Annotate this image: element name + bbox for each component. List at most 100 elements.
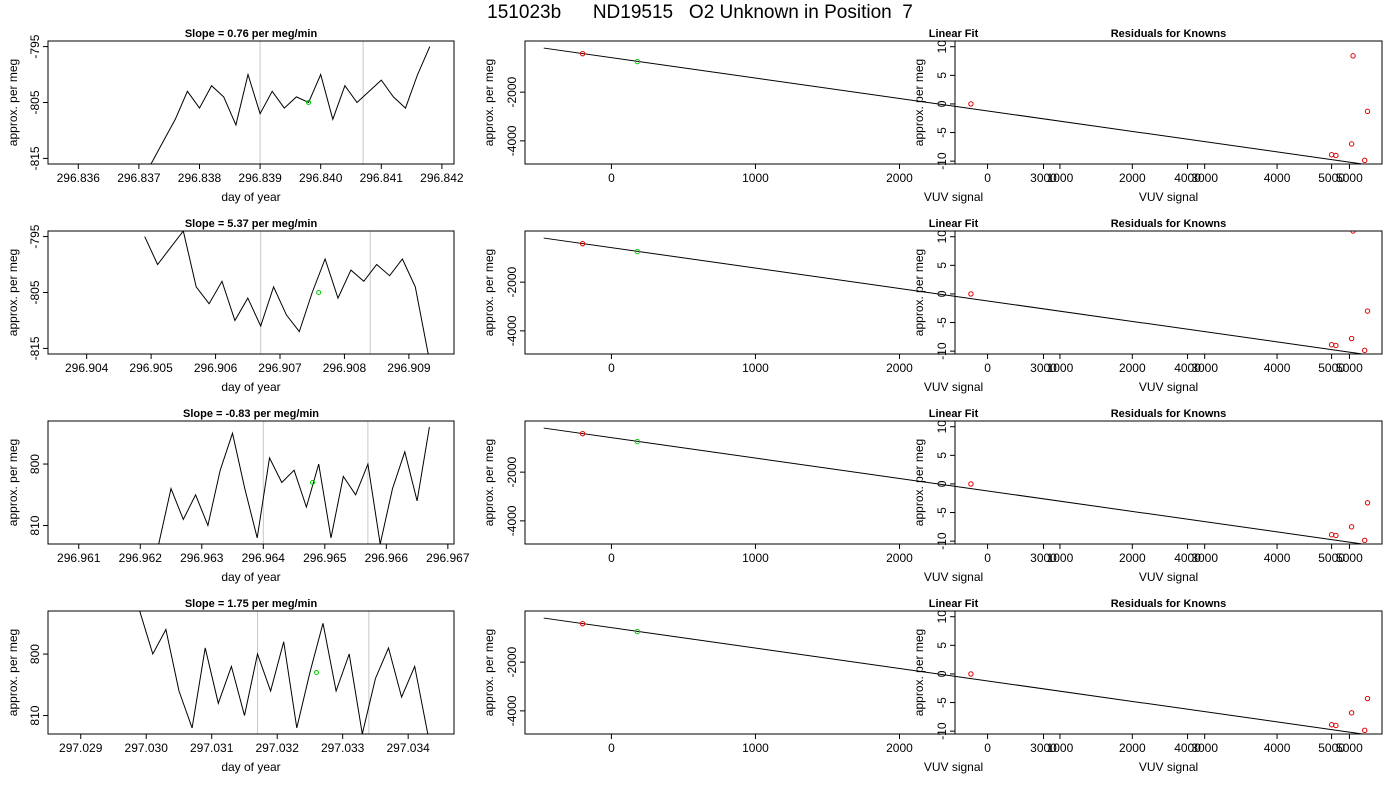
y-tick-label: 5	[935, 642, 949, 649]
data-point	[968, 671, 974, 677]
x-tick-label: 296.840	[299, 171, 343, 185]
data-point	[1328, 152, 1335, 158]
y-tick-label: -5	[935, 127, 949, 138]
y-tick-label: 5	[935, 452, 949, 459]
data-point	[968, 481, 974, 487]
x-tick-label: 2000	[886, 361, 913, 375]
y-tick-label: 0	[935, 100, 949, 107]
y-tick-label: -4000	[505, 695, 519, 726]
chart-title: Slope = 0.76 per meg/min	[185, 28, 318, 40]
x-tick-label: 3000	[1191, 741, 1218, 755]
x-tick-label: 296.837	[117, 171, 161, 185]
data-point	[634, 438, 641, 445]
y-tick-label: 800	[28, 644, 42, 664]
x-tick-label: 3000	[1030, 741, 1057, 755]
x-tick-label: 1000	[742, 361, 769, 375]
x-tick-label: 296.962	[119, 551, 163, 565]
plot-area	[543, 427, 1368, 544]
x-tick-label: 4000	[1264, 551, 1291, 565]
x-axis-label: day of year	[221, 190, 280, 204]
plot-frame	[47, 40, 455, 165]
y-tick-label: -815	[28, 146, 42, 170]
data-point	[579, 620, 586, 627]
x-tick-label: 0	[984, 551, 991, 565]
y-tick-label: 0	[935, 670, 949, 677]
x-tick-label: 296.964	[242, 551, 286, 565]
data-point	[634, 628, 641, 635]
x-tick-label: 0	[984, 741, 991, 755]
x-tick-label: 1000	[1047, 361, 1074, 375]
data-point	[1350, 53, 1356, 59]
x-axis-label: VUV signal	[1139, 570, 1198, 584]
plot-area	[543, 617, 1368, 734]
y-axis-label: approx. per meg	[912, 249, 926, 336]
x-axis-label: day of year	[221, 570, 280, 584]
y-tick-label: -10	[935, 152, 949, 170]
y-tick-label: 5	[935, 72, 949, 79]
data-point	[1348, 710, 1355, 716]
x-tick-label: 5000	[1336, 551, 1363, 565]
y-tick-label: -795	[28, 224, 42, 248]
marker-point	[310, 480, 316, 485]
x-tick-label: 296.904	[65, 361, 109, 375]
data-point	[1362, 537, 1368, 544]
x-tick-label: 0	[984, 361, 991, 375]
x-tick-label: 1000	[742, 551, 769, 565]
chart-title: Linear Fit	[929, 28, 979, 40]
y-tick-label: 0	[935, 480, 949, 487]
x-tick-label: 2000	[886, 171, 913, 185]
y-axis-label: approx. per meg	[6, 249, 20, 336]
x-axis-label: VUV signal	[1139, 760, 1198, 774]
plot-frame	[47, 420, 455, 545]
plot-area	[158, 421, 430, 544]
x-tick-label: 296.967	[426, 551, 470, 565]
y-axis-label: approx. per meg	[482, 439, 496, 526]
y-tick-label: -795	[28, 34, 42, 58]
x-tick-label: 3000	[1191, 551, 1218, 565]
fit-line	[543, 47, 1367, 164]
plot-frame	[954, 230, 1383, 355]
x-tick-label: 4000	[1264, 171, 1291, 185]
y-tick-label: -10	[935, 722, 949, 740]
chart-title: Slope = 5.37 per meg/min	[185, 218, 318, 230]
x-tick-label: 297.030	[125, 741, 169, 755]
y-tick-label: 10	[935, 40, 949, 54]
y-axis-label: approx. per meg	[912, 439, 926, 526]
data-point	[1362, 727, 1368, 734]
plot-area	[144, 231, 429, 354]
x-tick-label: 0	[608, 551, 615, 565]
data-point	[1348, 524, 1355, 530]
chart-panel: Slope = -0.83 per meg/min 296.961 296.962 2…	[6, 408, 470, 584]
x-axis-label: VUV signal	[1139, 190, 1198, 204]
y-tick-label: -2000	[505, 456, 519, 487]
y-tick-label: -10	[935, 342, 949, 360]
x-tick-label: 5000	[1336, 361, 1363, 375]
data-point	[1348, 141, 1355, 147]
data-point	[1364, 695, 1371, 702]
x-tick-label: 296.905	[129, 361, 173, 375]
y-axis-label: approx. per meg	[912, 629, 926, 716]
data-point	[1364, 108, 1371, 115]
plot-frame	[954, 610, 1383, 735]
x-tick-label: 1000	[1047, 551, 1074, 565]
data-point	[579, 50, 586, 57]
data-point	[1348, 335, 1355, 342]
y-tick-label: -4000	[505, 505, 519, 536]
data-point	[1333, 532, 1339, 539]
marker-point	[306, 100, 312, 105]
plot-area	[968, 53, 1371, 147]
y-axis-label: approx. per meg	[6, 439, 20, 526]
plot-area	[139, 611, 429, 734]
fit-line	[543, 237, 1367, 354]
chart-panel: Slope = 0.76 per meg/min 296.836 296.837 29…	[6, 28, 464, 204]
x-tick-label: 0	[608, 741, 615, 755]
data-point	[968, 101, 974, 107]
fit-line	[543, 617, 1367, 734]
plot-area	[543, 237, 1368, 354]
x-tick-label: 296.965	[303, 551, 347, 565]
y-tick-label: -5	[935, 507, 949, 518]
y-axis-label: approx. per meg	[482, 59, 496, 146]
